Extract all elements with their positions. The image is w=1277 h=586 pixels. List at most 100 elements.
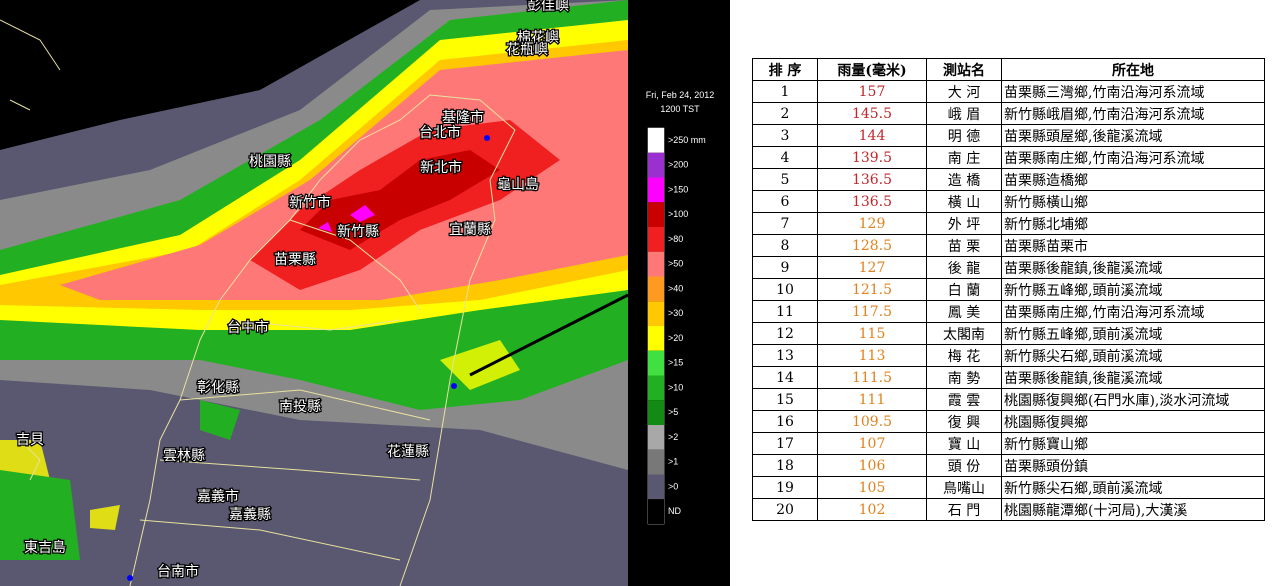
- legend-label: >50: [668, 259, 683, 269]
- radar-echo: [0, 0, 629, 586]
- legend-swatch: [648, 474, 664, 500]
- place-label: 南投縣: [279, 399, 321, 415]
- location: 新竹縣尖石鄉,頭前溪流域: [1001, 344, 1265, 367]
- station: 苗 栗: [926, 234, 1002, 257]
- table-row: 3 144 明 德苗栗縣頭屋鄉,後龍溪流域: [752, 124, 1265, 147]
- rank: 7: [752, 212, 818, 235]
- place-label: 新北市: [420, 159, 462, 176]
- legend-label: >100: [668, 209, 688, 219]
- table-row: 16 109.5 復 興桃園縣復興鄉: [752, 410, 1265, 433]
- location: 苗栗縣苗栗市: [1001, 234, 1265, 257]
- place-label: 花瓶嶼: [506, 42, 548, 58]
- station: 復 興: [926, 410, 1002, 433]
- station: 梅 花: [926, 344, 1002, 367]
- rainfall: 144: [817, 124, 927, 147]
- place-label: 新竹市: [289, 194, 331, 211]
- place-label: 桃園縣: [249, 154, 291, 170]
- table-row: 4 139.5 南 庄苗栗縣南庄鄉,竹南沿海河系流域: [752, 146, 1265, 169]
- legend-swatch: [648, 177, 664, 203]
- rank: 17: [752, 432, 818, 455]
- rainfall: 139.5: [817, 146, 927, 169]
- location: 新竹縣寶山鄉: [1001, 432, 1265, 455]
- rank: 11: [752, 300, 818, 323]
- place-label: 台南市: [157, 563, 199, 580]
- legend-swatch: [648, 202, 664, 227]
- rank: 13: [752, 344, 818, 367]
- station: 大 河: [926, 80, 1002, 103]
- legend-swatch: [648, 425, 664, 450]
- legend-label: >80: [668, 234, 683, 244]
- station: 造 橋: [926, 168, 1002, 191]
- rainfall: 136.5: [817, 190, 927, 213]
- legend-label: >20: [668, 333, 683, 343]
- location: 苗栗縣南庄鄉,竹南沿海河系流域: [1001, 146, 1265, 169]
- legend-label: >30: [668, 308, 683, 318]
- rainfall: 128.5: [817, 234, 927, 257]
- rank: 1: [752, 80, 818, 103]
- place-label: 吉貝: [16, 432, 44, 448]
- place-label: 新竹縣: [337, 224, 379, 240]
- rainfall-table: 排 序雨量(毫米) 測站名 所在地 1 157 大 河苗栗縣三灣鄉,竹南沿海河系流域 2 14…: [752, 58, 1265, 521]
- legend-swatch: [648, 449, 664, 475]
- legend-swatch: [648, 326, 664, 351]
- rainfall: 121.5: [817, 278, 927, 301]
- place-label: 龜山島: [497, 177, 539, 193]
- rank: 4: [752, 146, 818, 169]
- place-label: 台北市: [419, 124, 461, 141]
- rank: 9: [752, 256, 818, 279]
- legend-swatch: [648, 301, 664, 326]
- legend-label: >150: [668, 184, 688, 194]
- rainfall: 111.5: [817, 366, 927, 389]
- borders: [0, 19, 516, 586]
- location: 新竹縣尖石鄉,頭前溪流域: [1001, 476, 1265, 499]
- table-row: 2 145.5 峨 眉新竹縣峨眉鄉,竹南沿海河系流域: [752, 102, 1265, 125]
- rainfall: 117.5: [817, 300, 927, 323]
- legend: >250 mm >200 >150 >100 >80 >50 >40 >30 >20 >15 >10…: [648, 128, 706, 524]
- station: 鳳 美: [926, 300, 1002, 323]
- station: 白 蘭: [926, 278, 1002, 301]
- legend-swatch: [648, 375, 664, 401]
- location: 苗栗縣後龍鎮,後龍溪流域: [1001, 366, 1265, 389]
- table-row: 19 105 鳥嘴山 新竹縣尖石鄉,頭前溪流域: [752, 476, 1265, 499]
- legend-swatch: [648, 128, 664, 153]
- legend-swatch: [648, 499, 664, 524]
- station: 頭 份: [926, 454, 1002, 477]
- legend-label: >15: [668, 358, 683, 368]
- rainfall: 113: [817, 344, 927, 367]
- rainfall: 111: [817, 388, 927, 411]
- rainfall: 145.5: [817, 102, 927, 125]
- legend-swatch: [648, 152, 664, 178]
- rank: 16: [752, 410, 818, 433]
- station: 霞 雲: [926, 388, 1002, 411]
- station: 橫 山: [926, 190, 1002, 213]
- rainfall: 129: [817, 212, 927, 235]
- location: 苗栗縣後龍鎮,後龍溪流域: [1001, 256, 1265, 279]
- table-row: 15 111 霞 雲桃園縣復興鄉(石門水庫),淡水河流域: [752, 388, 1265, 411]
- table-row: 13 113 梅 花新竹縣尖石鄉,頭前溪流域: [752, 344, 1265, 367]
- rainfall: 107: [817, 432, 927, 455]
- table-row: 9 127 後 龍苗栗縣後龍鎮,後龍溪流域: [752, 256, 1265, 279]
- stations: [127, 135, 490, 581]
- table-row: 18 106 頭 份苗栗縣頭份鎮: [752, 454, 1265, 477]
- legend-label: >250 mm: [668, 135, 706, 145]
- rainfall: 106: [817, 454, 927, 477]
- place-label: 東吉島: [24, 540, 66, 556]
- legend-label: ND: [668, 506, 681, 516]
- table-row: 7 129 外 坪新竹縣北埔鄉: [752, 212, 1265, 235]
- table-row: 10 121.5 白 蘭新竹縣五峰鄉,頭前溪流域: [752, 278, 1265, 301]
- place-label: 彭佳嶼: [527, 0, 569, 14]
- location: 苗栗縣南庄鄉,竹南沿海河系流域: [1001, 300, 1265, 323]
- rainfall: 115: [817, 322, 927, 345]
- rainfall: 109.5: [817, 410, 927, 433]
- location: 新竹縣五峰鄉,頭前溪流域: [1001, 322, 1265, 345]
- table-row: 12 115 太閣南 新竹縣五峰鄉,頭前溪流域: [752, 322, 1265, 345]
- location: 苗栗縣頭份鎮: [1001, 454, 1265, 477]
- rank: 18: [752, 454, 818, 477]
- rainfall: 102: [817, 498, 927, 521]
- place-label: 雲林縣: [163, 448, 205, 464]
- location: 苗栗縣頭屋鄉,後龍溪流域: [1001, 124, 1265, 147]
- station: 南 庄: [926, 146, 1002, 169]
- legend-label: >0: [668, 481, 678, 491]
